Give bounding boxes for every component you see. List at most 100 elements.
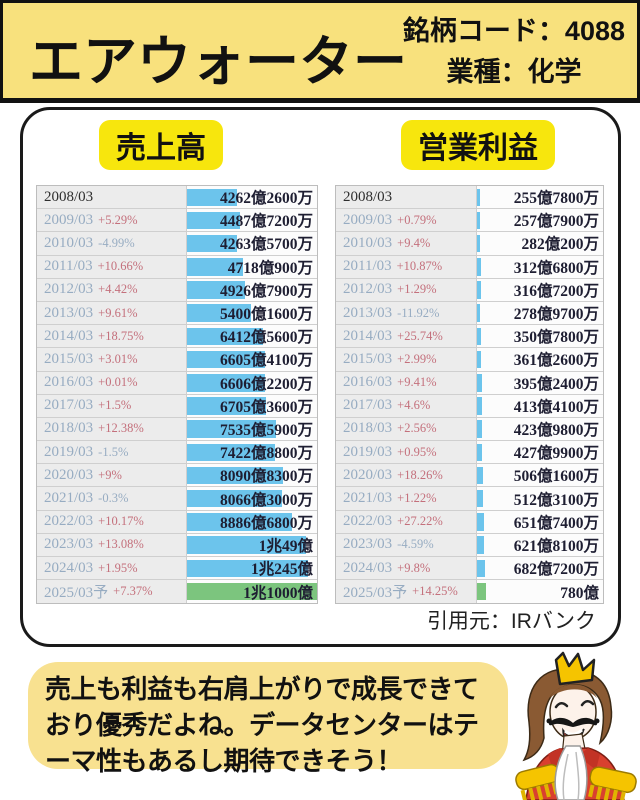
value-cell: 682億7200万 bbox=[477, 557, 603, 580]
value-label: 413億4100万 bbox=[513, 398, 599, 416]
sales-section-label: 売上高 bbox=[99, 120, 223, 170]
value-cell: 8886億6800万 bbox=[187, 510, 317, 533]
period-cell: 2008/03 bbox=[336, 186, 477, 209]
table-row: 2023/03 -4.59% 621億8100万 bbox=[336, 533, 603, 557]
table-row: 2021/03 +1.22% 512億3100万 bbox=[336, 487, 603, 511]
table-row: 2008/03 4262億2600万 bbox=[37, 186, 317, 210]
period-label: 2019/03 bbox=[44, 443, 94, 460]
period-label: 2012/03 bbox=[44, 281, 94, 298]
period-label: 2013/03 bbox=[44, 304, 94, 321]
period-cell: 2019/03 -1.5% bbox=[37, 441, 187, 464]
change-percent: +10.66% bbox=[97, 259, 144, 274]
forecast-value-bar bbox=[187, 582, 317, 601]
data-card: 売上高 営業利益 2008/03 4262億2600万 2009/03 +5.29% 4… bbox=[20, 107, 621, 647]
table-row: 2014/03 +25.74% 350億7800万 bbox=[336, 325, 603, 349]
speech-line: 売上も利益も右肩上がりで成長できて bbox=[45, 674, 479, 704]
table-row: 2016/03 +9.41% 395億2400万 bbox=[336, 371, 603, 395]
table-row: 2011/03 +10.66% 4718億900万 bbox=[37, 255, 317, 279]
header-band: エアウォーター 銘柄コード：4088 業種：化学 bbox=[0, 0, 640, 103]
period-cell: 2023/03 +13.08% bbox=[37, 533, 187, 556]
value-label: 6606億2200万 bbox=[219, 375, 313, 393]
period-cell: 2015/03 +2.99% bbox=[336, 348, 477, 371]
table-row: 2009/03 +0.79% 257億7900万 bbox=[336, 209, 603, 233]
value-cell: 6605億4100万 bbox=[187, 348, 317, 371]
value-bar bbox=[187, 536, 306, 554]
value-label: 278億9700万 bbox=[513, 306, 599, 324]
period-cell: 2009/03 +0.79% bbox=[336, 209, 477, 232]
change-percent: +14.25% bbox=[412, 584, 458, 599]
period-cell: 2014/03 +25.74% bbox=[336, 325, 477, 348]
mustache-curl-right bbox=[594, 718, 600, 724]
period-cell: 2017/03 +1.5% bbox=[37, 394, 187, 417]
period-label: 2021/03 bbox=[44, 490, 94, 507]
left-eye bbox=[554, 702, 569, 709]
value-bar bbox=[187, 350, 266, 369]
profit-table: 2008/03 255億7800万 2009/03 +0.79% 257億7900万 20… bbox=[335, 185, 604, 605]
change-percent: +9.8% bbox=[397, 560, 431, 575]
period-cell: 2015/03 +3.01% bbox=[37, 348, 187, 371]
value-cell: 506億1600万 bbox=[477, 464, 603, 487]
teeth bbox=[564, 728, 583, 736]
value-cell: 413億4100万 bbox=[477, 394, 603, 417]
period-cell: 2020/03 +9% bbox=[37, 464, 187, 487]
table-row: 2020/03 +18.26% 506億1600万 bbox=[336, 464, 603, 488]
table-row: 2021/03 -0.3% 8066億3000万 bbox=[37, 487, 317, 511]
value-label: 621億8100万 bbox=[513, 537, 599, 555]
table-row: 2019/03 +0.95% 427億9900万 bbox=[336, 441, 603, 465]
change-percent: +9.61% bbox=[98, 305, 138, 320]
period-label: 2016/03 bbox=[44, 374, 94, 391]
change-percent: +18.26% bbox=[397, 467, 443, 482]
period-label: 2023/03 bbox=[44, 536, 94, 553]
value-bar bbox=[477, 234, 481, 253]
change-percent: -11.92% bbox=[397, 305, 440, 320]
value-bar bbox=[187, 304, 251, 322]
value-label: 282億200万 bbox=[521, 236, 599, 254]
change-percent: +13.08% bbox=[98, 537, 144, 552]
value-bar bbox=[187, 397, 267, 415]
value-cell: 4718億900万 bbox=[187, 255, 317, 278]
value-label: 361億2600万 bbox=[513, 352, 599, 370]
value-bar bbox=[477, 513, 485, 531]
value-bar bbox=[187, 281, 246, 299]
period-label: 2018/03 bbox=[343, 420, 393, 437]
profit-section-label: 営業利益 bbox=[401, 120, 555, 170]
value-label: 1兆245億 bbox=[250, 561, 313, 579]
king-character-illustration bbox=[515, 651, 637, 800]
value-cell: 4926億7900万 bbox=[187, 278, 317, 301]
value-label: 7535億5900万 bbox=[219, 421, 313, 439]
value-bar bbox=[187, 258, 243, 276]
change-percent: -4.59% bbox=[397, 537, 434, 552]
value-cell: 316億7200万 bbox=[477, 278, 603, 301]
value-bar bbox=[477, 559, 485, 577]
table-row: 2025/03予 +7.37% 1兆1000億 bbox=[37, 580, 317, 604]
period-cell: 2025/03予 +7.37% bbox=[37, 580, 187, 604]
value-bar bbox=[477, 466, 483, 485]
period-cell: 2012/03 +1.29% bbox=[336, 278, 477, 301]
table-row: 2018/03 +12.38% 7535億5900万 bbox=[37, 417, 317, 442]
value-bar bbox=[477, 211, 480, 230]
table-row: 2017/03 +4.6% 413億4100万 bbox=[336, 394, 603, 418]
value-label: 682億7200万 bbox=[513, 561, 599, 579]
period-label: 2013/03 bbox=[343, 304, 393, 321]
table-row: 2020/03 +9% 8090億8300万 bbox=[37, 464, 317, 488]
table-row: 2013/03 -11.92% 278億9700万 bbox=[336, 301, 603, 326]
value-bar bbox=[187, 234, 238, 253]
period-label: 2019/03 bbox=[343, 443, 393, 460]
change-percent: -1.5% bbox=[98, 444, 129, 459]
value-label: 8066億3000万 bbox=[219, 491, 313, 509]
value-cell: 1兆49億 bbox=[187, 533, 317, 556]
value-label: 255億7800万 bbox=[513, 190, 599, 208]
value-bar bbox=[477, 327, 482, 346]
period-label: 2010/03 bbox=[343, 234, 393, 251]
value-label: 6705億3600万 bbox=[219, 398, 313, 416]
right-eye bbox=[580, 700, 595, 707]
period-cell: 2013/03 -11.92% bbox=[336, 301, 477, 325]
period-label: 2020/03 bbox=[44, 466, 94, 483]
stock-meta: 銘柄コード：4088 業種：化学 bbox=[403, 11, 625, 92]
value-bar bbox=[187, 559, 309, 577]
table-row: 2018/03 +2.56% 423億9800万 bbox=[336, 417, 603, 442]
period-label: 2017/03 bbox=[343, 397, 393, 414]
period-cell: 2018/03 +12.38% bbox=[37, 417, 187, 441]
table-row: 2015/03 +3.01% 6605億4100万 bbox=[37, 348, 317, 372]
period-label: 2023/03 bbox=[343, 536, 393, 553]
